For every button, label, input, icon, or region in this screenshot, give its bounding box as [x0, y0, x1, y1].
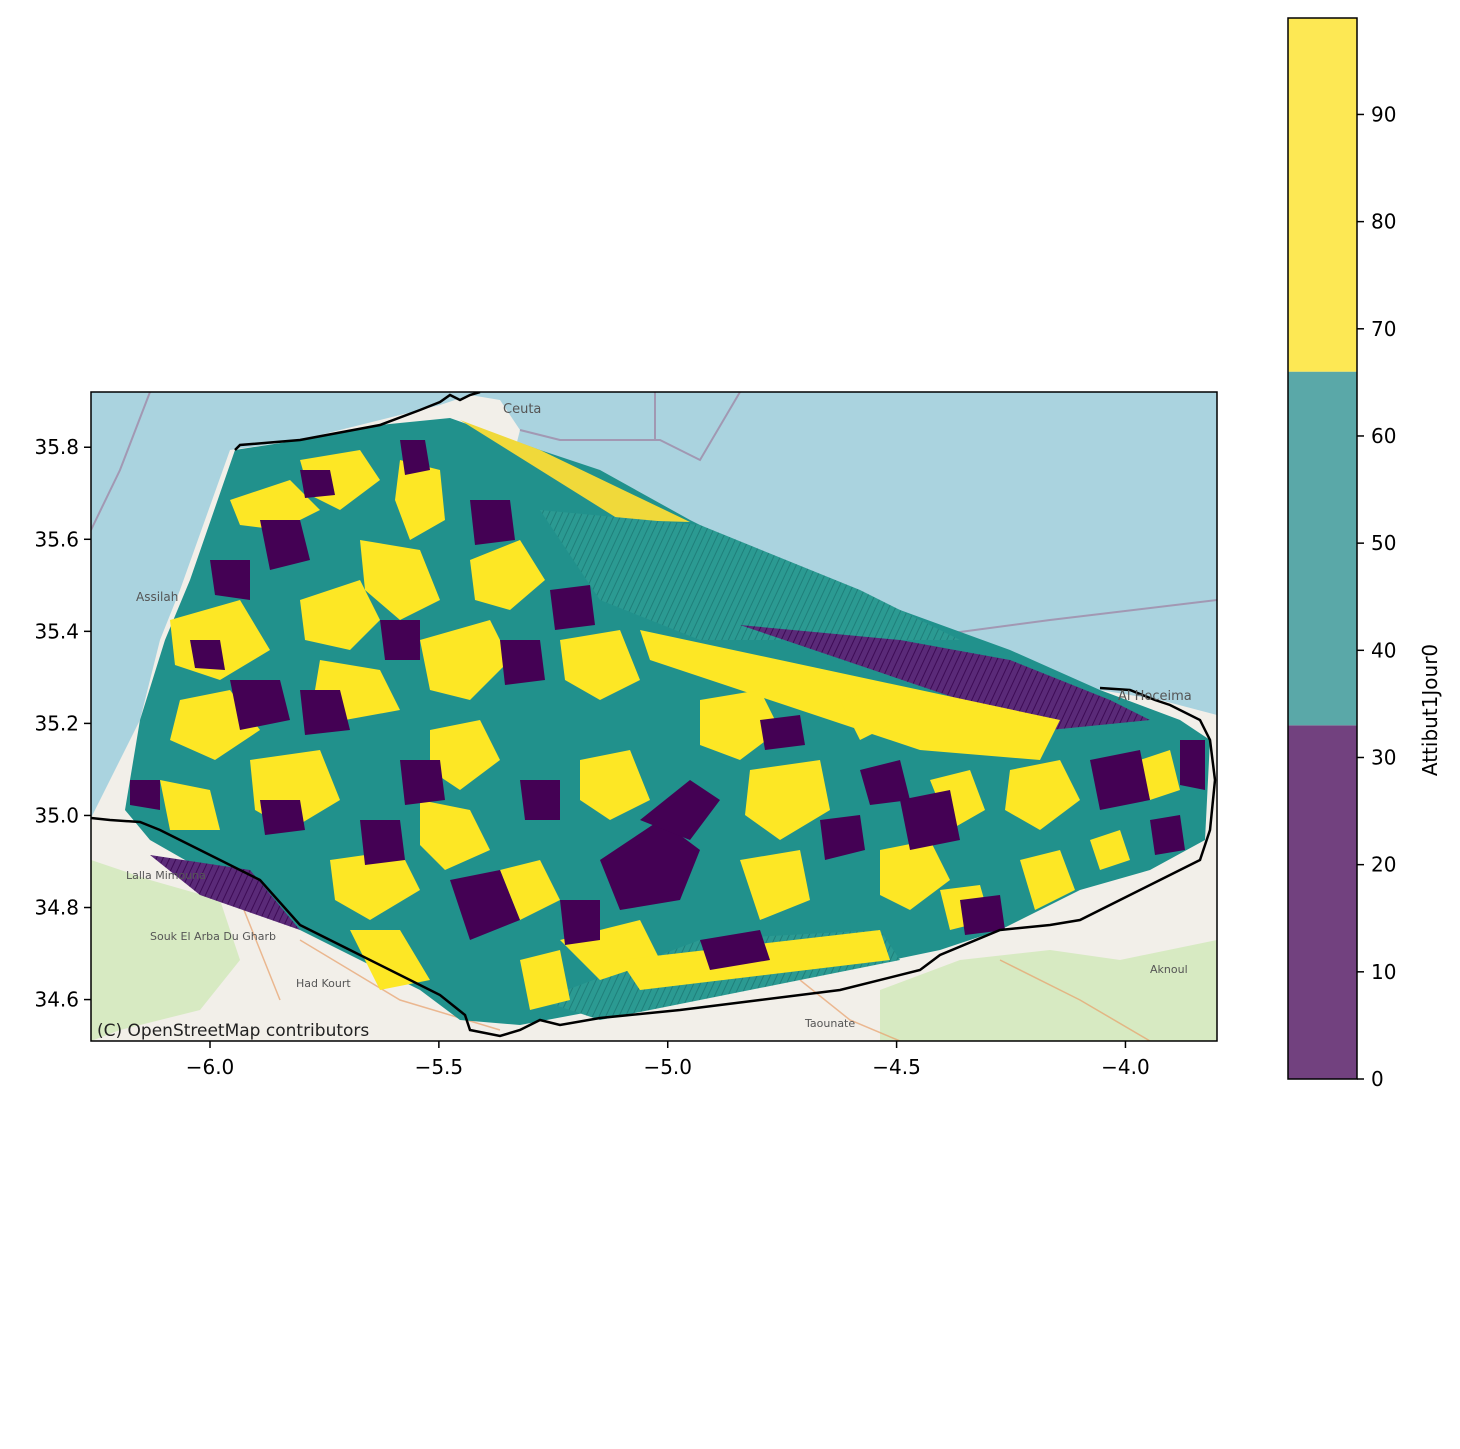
- contour-hatch-low-strip: [740, 625, 1150, 730]
- colorbar-tick-label: 90: [1371, 102, 1396, 126]
- x-tick-label: −5.5: [415, 1055, 464, 1079]
- colorbar-label: Attibut1Jour0: [1418, 644, 1442, 776]
- place-assilah: Assilah: [136, 590, 178, 604]
- colorbar-tick-label: 40: [1371, 638, 1396, 662]
- x-tick-label: −5.0: [643, 1055, 692, 1079]
- y-tick-label: 35.2: [34, 711, 79, 735]
- colorbar-tick-label: 70: [1371, 317, 1396, 341]
- map-axes: Ceuta Assilah Lalla Mimouna Souk El Arba…: [91, 392, 1217, 1041]
- y-tick-label: 35.0: [34, 803, 79, 827]
- colorbar-tick-label: 30: [1371, 745, 1396, 769]
- y-tick-label: 35.6: [34, 527, 79, 551]
- place-lalla-mimouna: Lalla Mimouna: [126, 869, 206, 882]
- y-tick-label: 35.4: [34, 619, 79, 643]
- colorbar-tick-label: 60: [1371, 424, 1396, 448]
- place-taounate: Taounate: [804, 1017, 855, 1030]
- colorbar-segment: [1288, 18, 1357, 372]
- region-outline: [91, 392, 1217, 1038]
- contour-field: [125, 418, 1210, 1025]
- colorbar-tick-label: 20: [1371, 853, 1396, 877]
- colorbar-segment: [1288, 725, 1357, 1079]
- x-tick-label: −4.5: [872, 1055, 921, 1079]
- x-tick-label: −6.0: [186, 1055, 235, 1079]
- land-green-patches: [91, 860, 1217, 1041]
- place-aknoul: Aknoul: [1150, 963, 1188, 976]
- colorbar-tick-label: 80: [1371, 210, 1396, 234]
- x-axis: −6.0 −5.5 −5.0 −4.5 −4.0: [186, 1041, 1150, 1079]
- place-ceuta: Ceuta: [503, 402, 541, 417]
- y-tick-label: 35.8: [34, 435, 79, 459]
- y-tick-label: 34.6: [34, 988, 79, 1012]
- map-attribution: (C) OpenStreetMap contributors: [97, 1021, 369, 1041]
- place-al-hoceima: Al Hoceima: [1118, 689, 1192, 704]
- place-labels: Ceuta Assilah Lalla Mimouna Souk El Arba…: [126, 402, 1192, 1030]
- colorbar-frame: [1287, 17, 1358, 1080]
- y-tick-label: 34.8: [34, 896, 79, 920]
- place-had-kourt: Had Kourt: [296, 977, 351, 990]
- colorbar-segment: [1288, 371, 1357, 726]
- contour-hatch-mid-strip: [540, 510, 960, 640]
- colorbar: 0 10 20 30 40 50 60 70 80 90: [1287, 17, 1396, 1091]
- map-axes-frame: [90, 391, 1218, 1042]
- contour-hatch-low-southwest: [150, 855, 300, 930]
- contour-high-regions: [160, 450, 1180, 1010]
- colorbar-tick-label: 0: [1371, 1067, 1384, 1091]
- contour-yellow-wedge: [640, 630, 1060, 760]
- colorbar-tick-label: 10: [1371, 960, 1396, 984]
- contour-low-regions: [130, 440, 1205, 970]
- contour-hatch-yellow-strip: [460, 420, 690, 522]
- colorbar-tick-label: 50: [1371, 531, 1396, 555]
- place-souk-el-arba: Souk El Arba Du Gharb: [150, 930, 276, 943]
- y-axis: 35.8 35.6 35.4 35.2 35.0 34.8 34.6: [34, 435, 91, 1012]
- x-tick-label: −4.0: [1101, 1055, 1150, 1079]
